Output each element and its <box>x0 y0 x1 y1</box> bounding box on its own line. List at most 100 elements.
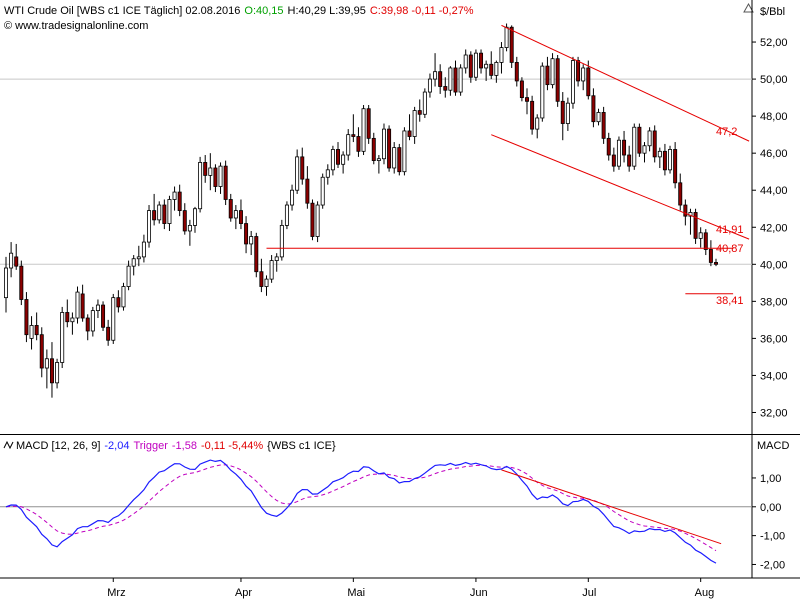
candle <box>44 358 49 369</box>
candle <box>182 210 187 232</box>
candle <box>341 154 346 165</box>
macd-icon <box>3 440 14 450</box>
candle <box>458 67 463 93</box>
candle <box>514 62 519 82</box>
macd-change: -0,11 -5,44% <box>201 440 263 452</box>
candle <box>683 204 688 217</box>
candle <box>238 210 243 224</box>
price-y-tick-label: 44,00 <box>760 185 788 197</box>
candle <box>305 178 310 204</box>
candle <box>116 297 121 308</box>
x-tick-label: Apr <box>235 587 252 599</box>
candle <box>662 150 667 171</box>
candle <box>560 100 565 124</box>
candle <box>417 110 422 115</box>
candle <box>433 71 438 80</box>
candle <box>90 310 95 332</box>
candle <box>356 136 361 152</box>
header-name: WTI Crude Oil [WBS c1 ICE Täglich] 02.08… <box>4 5 240 17</box>
candle <box>673 149 678 184</box>
candle <box>412 110 417 137</box>
candle <box>366 108 371 139</box>
candle <box>555 58 560 102</box>
candle <box>530 100 535 130</box>
candle <box>678 182 683 206</box>
price-header: WTI Crude Oil [WBS c1 ICE Täglich] 02.08… <box>4 2 785 32</box>
header-website: © www.tradesignalonline.com <box>4 20 148 32</box>
candle <box>708 249 713 263</box>
candle <box>632 126 637 167</box>
candle <box>111 297 116 341</box>
price-y-tick-label: 38,00 <box>760 296 788 308</box>
macd-axis-title: MACD <box>757 440 789 452</box>
candle <box>177 191 182 211</box>
candle <box>213 167 218 187</box>
macd-header: MACD [12, 26, 9] -2,04 Trigger -1,58 -0,11 -… <box>3 440 789 452</box>
trigger-value: -1,58 <box>172 440 197 452</box>
candle <box>295 156 300 191</box>
candle <box>499 47 504 63</box>
candle <box>565 102 570 124</box>
header-close: C:39,98 -0,11 -0,27% <box>370 5 474 17</box>
candle <box>703 232 708 250</box>
candle <box>264 278 269 287</box>
candle <box>126 265 131 287</box>
candle <box>611 154 616 167</box>
candle <box>392 147 397 169</box>
annotation-label: 40,87 <box>716 243 744 255</box>
macd-label: MACD [12, 26, 9] <box>16 440 100 452</box>
candle <box>254 236 259 273</box>
candle <box>157 204 162 221</box>
header-line: WTI Crude Oil [WBS c1 ICE Täglich] 02.08… <box>4 5 474 17</box>
candle <box>484 63 489 69</box>
macd-value: -2,04 <box>104 440 129 452</box>
candle <box>55 362 60 384</box>
candle <box>382 128 386 160</box>
candle <box>479 52 484 69</box>
price-y-tick-label: 46,00 <box>760 148 788 160</box>
annotation-label: 41,91 <box>716 224 744 236</box>
candle <box>714 262 718 265</box>
candle <box>75 291 80 319</box>
candle <box>657 150 662 158</box>
macd-trend-line <box>501 469 722 545</box>
price-y-tick-label: 48,00 <box>760 111 788 123</box>
candle <box>85 317 90 332</box>
candle <box>642 145 647 154</box>
candle <box>668 149 673 171</box>
candle <box>448 67 453 91</box>
macd-y-tick-label: 0,00 <box>760 502 781 514</box>
candle <box>223 165 228 200</box>
candle <box>627 154 632 167</box>
trigger-line <box>5 464 717 552</box>
candle <box>269 260 274 280</box>
macd-line <box>5 459 717 564</box>
candle <box>4 267 8 299</box>
candle <box>19 265 24 300</box>
candle <box>652 130 657 158</box>
candle <box>131 258 136 267</box>
x-tick-label: Aug <box>695 587 715 599</box>
macd-y-tick-label: -1,00 <box>760 531 785 543</box>
macd-y-tick-label: -2,00 <box>760 559 785 571</box>
candle <box>361 108 366 152</box>
candle <box>300 156 305 180</box>
candle <box>698 232 703 239</box>
candle <box>65 312 70 323</box>
annotation-label: 38,41 <box>716 295 744 307</box>
candle <box>121 286 126 308</box>
trigger-label: Trigger <box>133 440 168 452</box>
candle <box>233 210 238 219</box>
candle <box>376 158 381 161</box>
candle <box>427 78 432 93</box>
candle <box>371 137 376 161</box>
candle <box>162 204 167 224</box>
candle <box>193 208 197 226</box>
candle <box>402 130 407 173</box>
candle <box>279 225 284 258</box>
candle <box>147 210 152 243</box>
candle <box>244 223 249 245</box>
scroll-up-icon[interactable] <box>743 2 754 13</box>
candle <box>34 325 39 336</box>
candle <box>453 67 458 93</box>
